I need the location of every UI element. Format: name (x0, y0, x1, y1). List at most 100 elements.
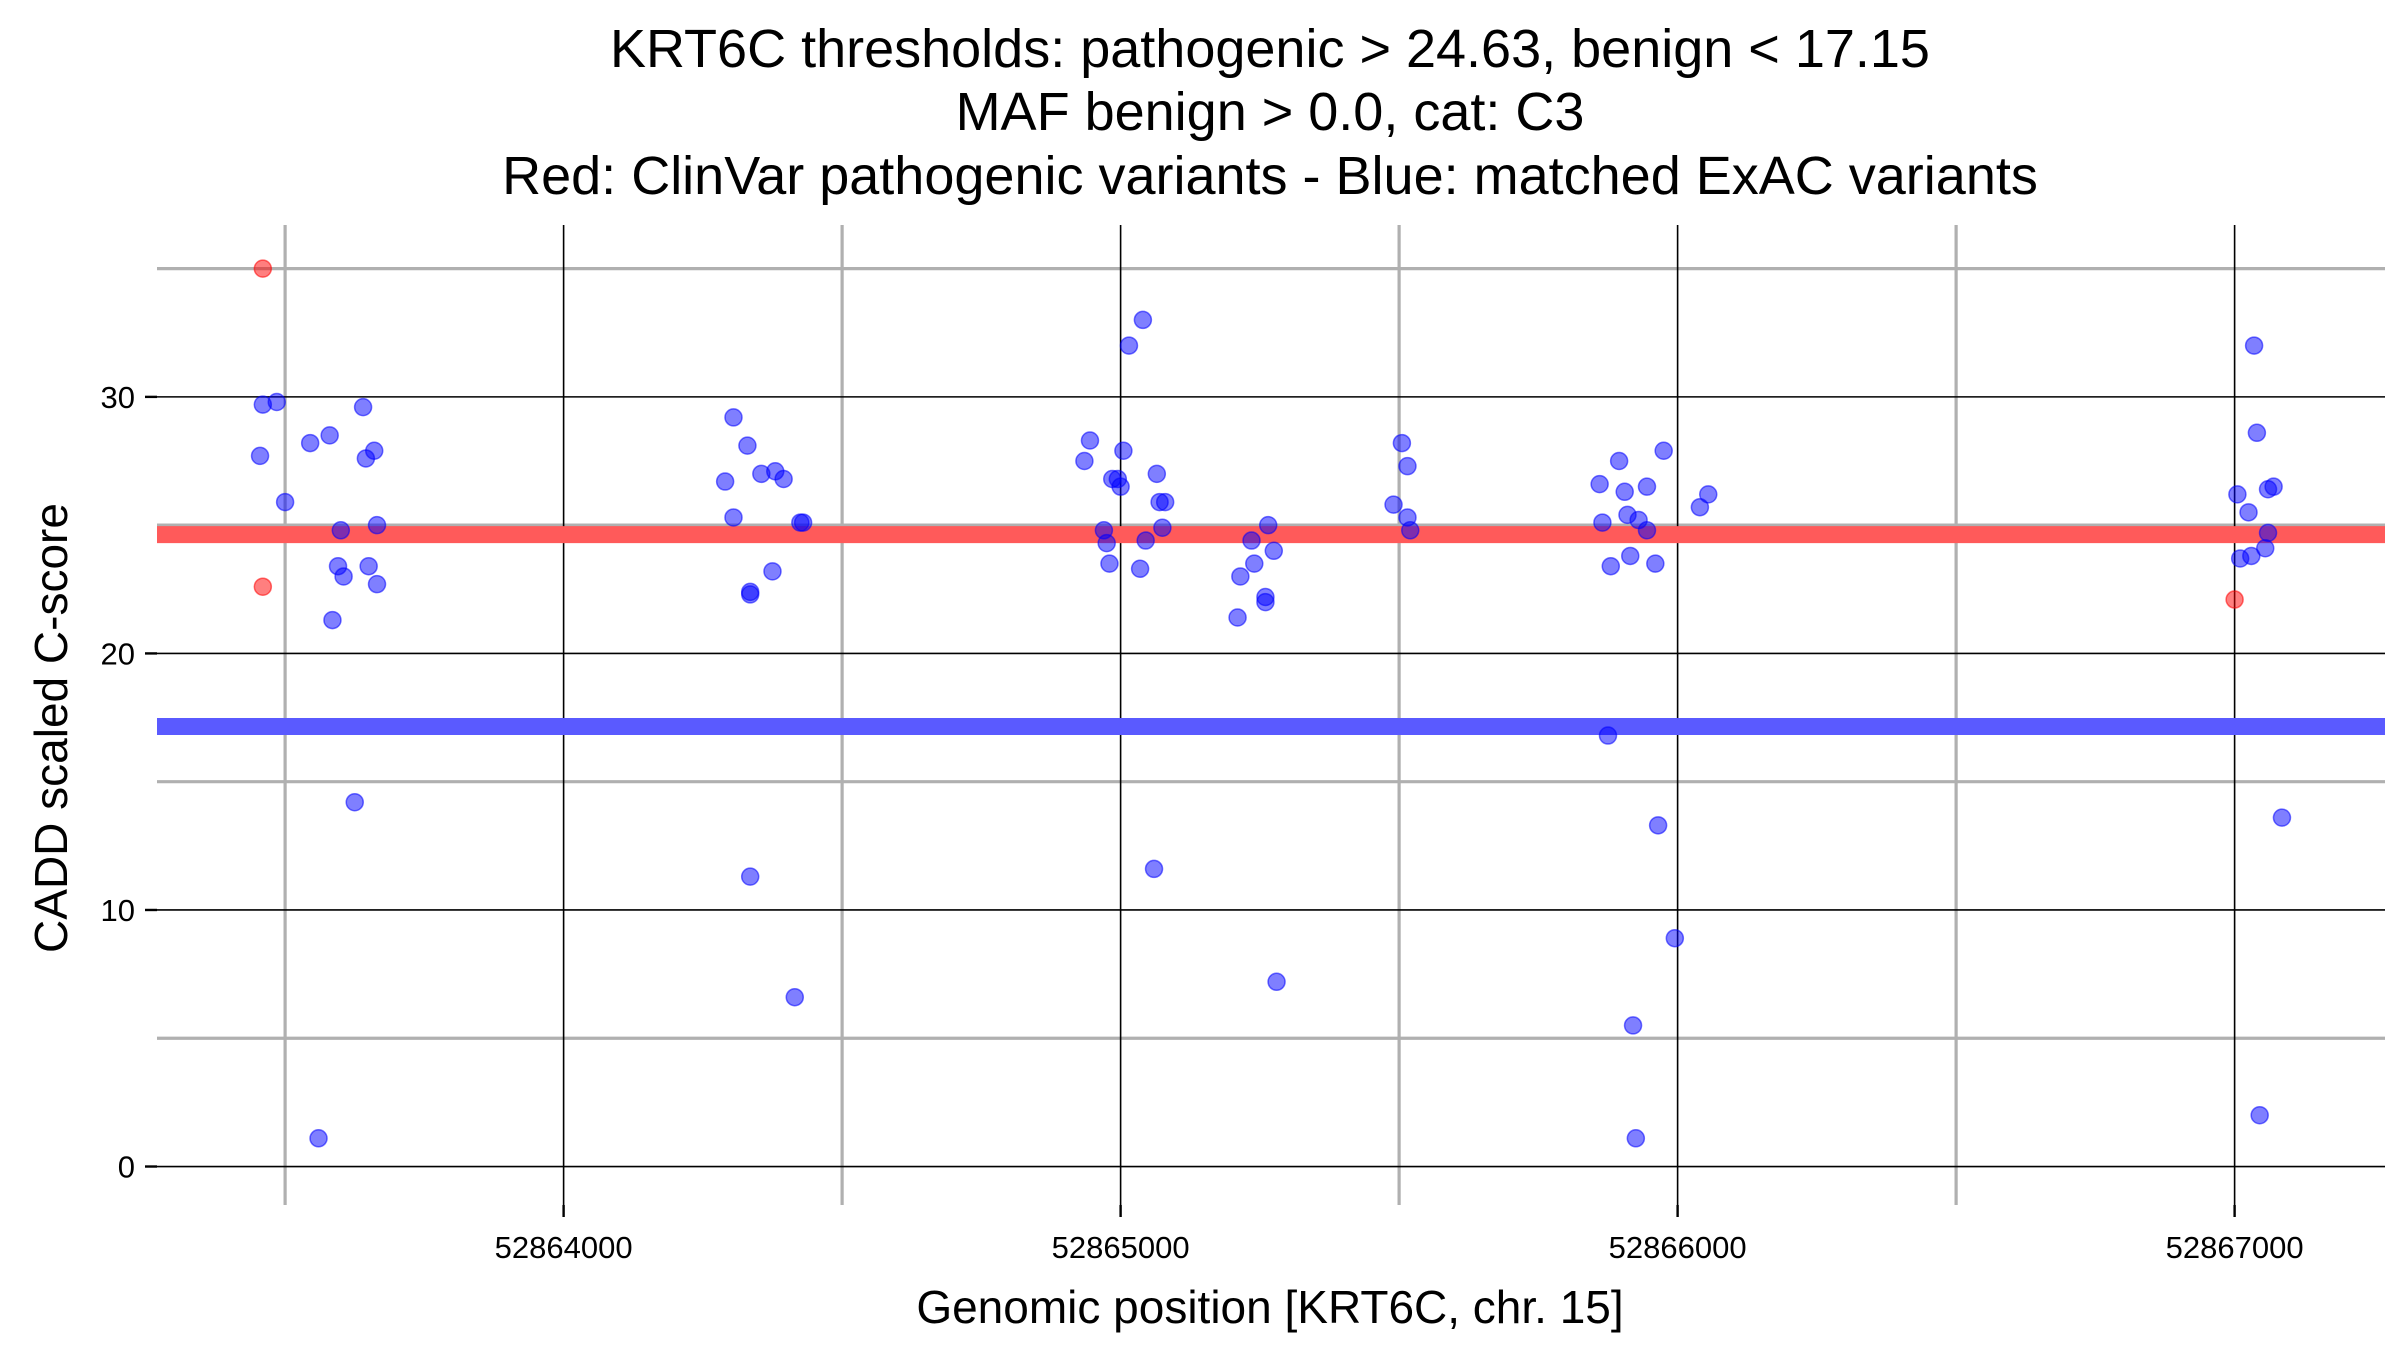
matched-exac-variants-point (1590, 474, 1609, 494)
matched-exac-variants-point (2255, 538, 2275, 558)
matched-exac-variants-point (2250, 1105, 2269, 1125)
matched-exac-variants-point (1133, 310, 1153, 330)
matched-exac-variants-point (763, 562, 782, 581)
matched-exac-variants-point (1245, 554, 1264, 573)
clinvar-pathogenic-variants-point (253, 259, 273, 278)
matched-exac-variants-point (2247, 423, 2267, 443)
matched-exac-variants-point (309, 1129, 328, 1148)
matched-exac-variants-point (367, 515, 387, 535)
x-axis: 52864000 52865000 52866000 52867000 (495, 1205, 2304, 1265)
matched-exac-variants-point (1111, 477, 1130, 496)
matched-exac-variants-point (1114, 441, 1133, 461)
major-gridlines (157, 225, 2385, 1205)
matched-exac-variants-point (1665, 928, 1685, 948)
y-axis: 0 10 20 30 (101, 380, 157, 1185)
matched-exac-variants-point (1626, 1129, 1646, 1148)
matched-exac-variants-point (1100, 554, 1119, 573)
matched-exac-variants-point (1119, 336, 1139, 355)
matched-exac-variants-point (300, 433, 320, 453)
matched-exac-variants-point (2244, 336, 2264, 355)
matched-exac-variants-point (724, 408, 743, 427)
x-tick-label: 52867000 (2166, 1230, 2304, 1265)
x-axis-title: Genomic position [KRT6C, chr. 15] (916, 1281, 1623, 1333)
matched-exac-variants-point (1231, 567, 1250, 586)
matched-exac-variants-point (1392, 433, 1412, 453)
matched-exac-variants-point (1384, 495, 1403, 514)
matched-exac-variants-point (724, 508, 743, 527)
chart-title-line-2: MAF benign > 0.0, cat: C3 (956, 82, 1585, 142)
matched-exac-variants-point (267, 392, 287, 412)
matched-exac-variants-point (1401, 521, 1420, 540)
matched-exac-variants-point (1601, 556, 1621, 576)
matched-exac-variants-point (2228, 485, 2247, 504)
matched-exac-variants-point (2239, 503, 2258, 522)
matched-exac-variants-point (1147, 464, 1167, 484)
matched-exac-variants-point (275, 492, 295, 512)
matched-exac-variants-point (1130, 559, 1150, 579)
matched-exac-variants-point (320, 426, 339, 445)
chart-title-line-3: Red: ClinVar pathogenic variants - Blue:… (502, 146, 2038, 206)
matched-exac-variants-point (1593, 513, 1612, 532)
matched-exac-variants-point (715, 472, 735, 491)
matched-exac-variants-point (1621, 546, 1640, 566)
matched-exac-variants-point (331, 521, 351, 540)
matched-exac-variants-point (1637, 521, 1657, 540)
data-points (250, 259, 2292, 1148)
y-tick-label: 0 (118, 1150, 135, 1185)
matched-exac-variants-point (353, 397, 373, 417)
matched-exac-variants-point (1075, 451, 1094, 471)
matched-exac-variants-point (785, 987, 805, 1007)
y-tick-label: 30 (101, 380, 135, 415)
chart-title: KRT6C thresholds: pathogenic > 24.63, be… (502, 19, 2038, 206)
matched-exac-variants-point (1242, 531, 1261, 550)
matched-exac-variants-point (1264, 541, 1284, 561)
matched-exac-variants-point (774, 469, 793, 489)
matched-exac-variants-point (345, 792, 364, 812)
matched-exac-variants-point (323, 610, 342, 630)
x-tick-label: 52865000 (1052, 1230, 1190, 1265)
matched-exac-variants-point (1690, 497, 1710, 517)
minor-gridlines (157, 225, 2385, 1205)
matched-exac-variants-point (2258, 523, 2278, 543)
matched-exac-variants-point (2264, 477, 2283, 496)
y-tick-label: 10 (101, 893, 135, 928)
matched-exac-variants-point (1623, 1016, 1643, 1035)
matched-exac-variants-point (2272, 808, 2292, 827)
matched-exac-variants-point (740, 867, 760, 886)
matched-exac-variants-point (2242, 546, 2261, 566)
matched-exac-variants-point (740, 582, 760, 602)
matched-exac-variants-point (1615, 482, 1634, 502)
y-tick-label: 20 (101, 636, 135, 671)
y-axis-title: CADD scaled C-score (25, 503, 77, 953)
x-tick-label: 52866000 (1609, 1230, 1747, 1265)
matched-exac-variants-point (793, 513, 813, 532)
matched-exac-variants-point (364, 441, 384, 461)
matched-exac-variants-point (1267, 972, 1286, 992)
matched-exac-variants-point (1256, 592, 1275, 612)
matched-exac-variants-point (1648, 816, 1668, 835)
matched-exac-variants-point (1258, 515, 1278, 535)
matched-exac-variants-point (1398, 456, 1417, 476)
matched-exac-variants-point (1080, 431, 1100, 450)
matched-exac-variants-point (359, 556, 378, 576)
clinvar-pathogenic-variants-point (253, 577, 273, 596)
matched-exac-variants-point (1228, 608, 1247, 627)
matched-exac-variants-point (1654, 441, 1673, 461)
threshold-lines (157, 526, 2385, 736)
matched-exac-variants-point (1153, 518, 1172, 537)
matched-exac-variants-point (1097, 533, 1116, 553)
clinvar-pathogenic-variants-point (2225, 590, 2244, 609)
matched-exac-variants-point (1637, 477, 1657, 496)
chart-title-line-1: KRT6C thresholds: pathogenic > 24.63, be… (610, 19, 1930, 79)
matched-exac-variants-point (1598, 726, 1618, 745)
matched-exac-variants-point (334, 567, 353, 586)
matched-exac-variants-point (1646, 554, 1665, 573)
matched-exac-variants-point (1698, 485, 1718, 504)
matched-exac-variants-point (1609, 451, 1629, 471)
matched-exac-variants-point (738, 436, 757, 455)
matched-exac-variants-point (1144, 859, 1164, 879)
matched-exac-variants-point (1155, 492, 1175, 512)
matched-exac-variants-point (250, 446, 270, 466)
matched-exac-variants-point (367, 574, 387, 594)
